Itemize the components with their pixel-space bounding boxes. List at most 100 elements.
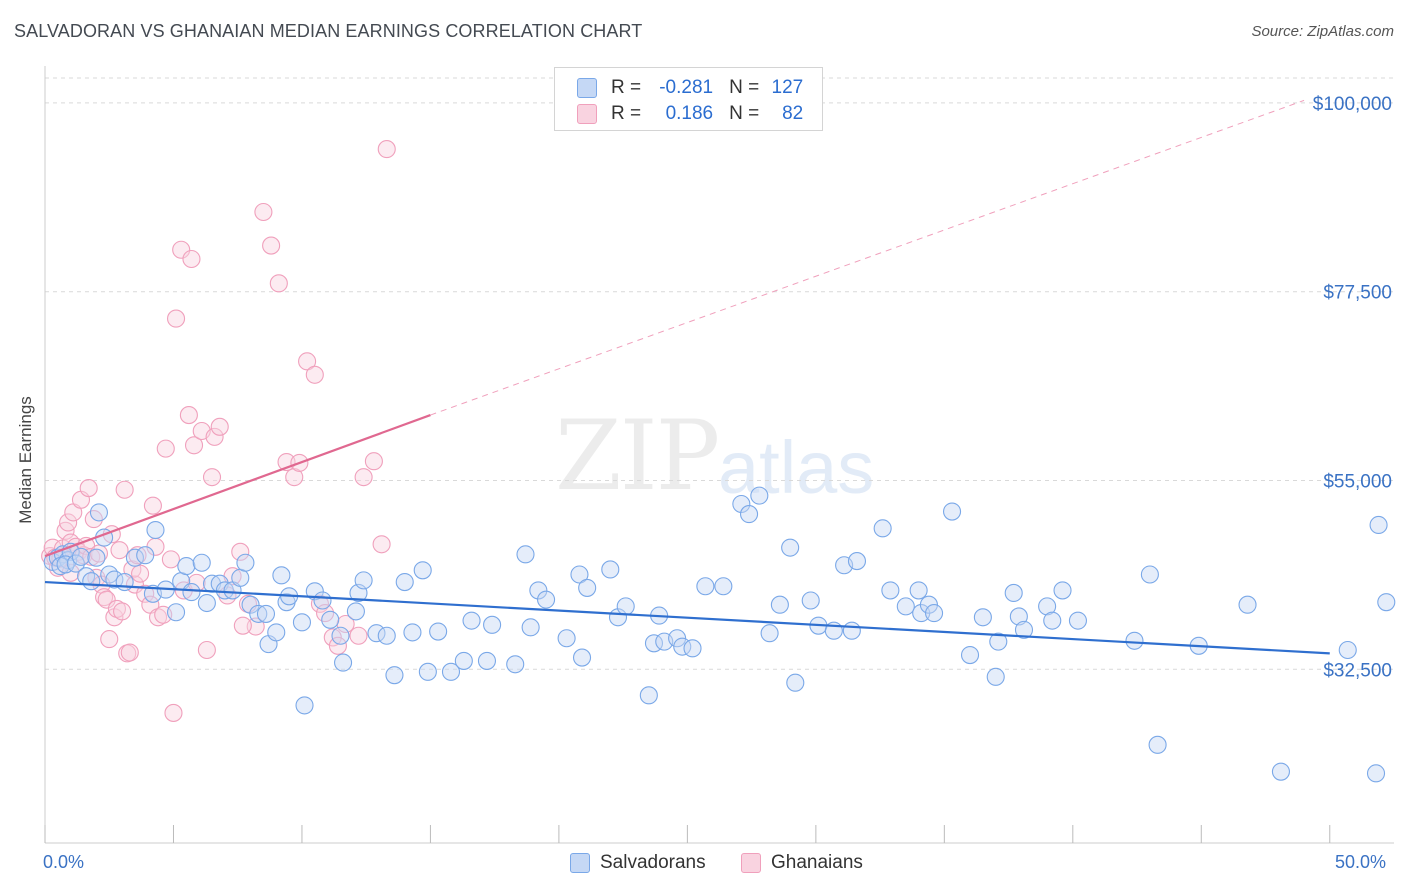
data-point [197, 593, 216, 613]
data-point [205, 427, 224, 446]
data-point [305, 365, 324, 384]
data-point [161, 550, 180, 569]
data-point [403, 623, 422, 642]
data-point [298, 352, 317, 371]
data-point [1271, 762, 1290, 781]
data-point [483, 615, 502, 634]
data-point [107, 599, 126, 618]
data-point [896, 597, 915, 616]
data-point [537, 590, 556, 609]
data-point [601, 560, 620, 579]
data-point [395, 572, 414, 592]
data-point [441, 662, 461, 681]
data-point [269, 274, 288, 293]
data-point [110, 541, 129, 560]
data-point [236, 553, 255, 572]
data-point [184, 436, 204, 455]
data-point [249, 604, 268, 623]
data-point [71, 547, 91, 566]
data-point [115, 572, 134, 592]
data-point [197, 640, 216, 660]
x-tick-min: 0.0% [43, 852, 85, 872]
data-point [156, 439, 175, 458]
legend-n-label: N = [729, 103, 760, 124]
data-point [346, 602, 365, 621]
data-point [334, 653, 353, 672]
data-point [1053, 581, 1072, 600]
data-point [364, 452, 383, 471]
source-note: Source: ZipAtlas.com [1251, 23, 1394, 40]
y-tick-label: $32,500 [1323, 660, 1392, 681]
legend-r-value: 0.186 [665, 103, 714, 124]
data-point [231, 568, 250, 587]
data-point [313, 591, 332, 610]
data-point [241, 595, 260, 614]
data-point [164, 703, 183, 722]
data-point [989, 632, 1008, 651]
y-tick-label: $100,000 [1313, 94, 1392, 115]
data-point [166, 309, 186, 328]
data-point [354, 571, 373, 590]
data-point [960, 645, 980, 665]
data-point [1068, 611, 1087, 630]
data-point [192, 553, 211, 572]
data-point [942, 502, 962, 521]
legend-row-ghanaians: R = 0.186 N = 82 [577, 102, 803, 126]
y-tick-labels: $32,500 $55,000 $77,500 $100,000 [1313, 94, 1392, 681]
data-point [909, 581, 928, 600]
watermark-zip: ZIP [555, 400, 720, 512]
data-point [254, 202, 273, 222]
data-point [570, 565, 589, 584]
x-tick-max: 50.0% [1335, 852, 1387, 872]
data-point [166, 603, 186, 622]
watermark-atlas: atlas [718, 426, 875, 509]
data-point [1014, 620, 1034, 639]
salvadorans-trend-line [44, 580, 1330, 655]
data-point [97, 590, 116, 609]
data-point [750, 486, 769, 505]
salvadorans-legend-swatch [570, 853, 590, 873]
data-point [639, 686, 658, 705]
data-point [202, 468, 222, 487]
legend-r-label: R = [611, 77, 642, 98]
y-tick-label: $55,000 [1323, 472, 1392, 493]
data-point [770, 595, 789, 614]
data-point [210, 417, 229, 436]
data-point [149, 608, 168, 627]
data-point [801, 591, 820, 610]
data-point [89, 503, 109, 522]
data-point [367, 624, 386, 643]
data-point [295, 696, 314, 715]
data-point [1004, 583, 1023, 603]
data-point [1043, 611, 1062, 630]
data-point [578, 578, 597, 597]
data-point [781, 538, 800, 557]
data-point [100, 630, 119, 649]
data-point [115, 480, 134, 499]
data-point [331, 626, 350, 645]
salvadorans-points [43, 486, 1396, 783]
data-point [1140, 565, 1159, 584]
legend-row-salvadorans: R = -0.281 N = 127 [577, 76, 803, 100]
axes [44, 66, 1394, 844]
data-point [125, 548, 144, 567]
data-point [1369, 515, 1388, 535]
data-point [105, 570, 124, 589]
data-point [413, 561, 432, 580]
data-point [182, 249, 201, 269]
data-point [177, 557, 196, 576]
data-point [128, 546, 147, 565]
data-point [1377, 593, 1396, 612]
data-point [986, 667, 1005, 686]
data-point [179, 406, 198, 425]
data-point [1338, 640, 1357, 660]
data-point [100, 565, 119, 584]
data-point [516, 545, 535, 564]
ghanaians-legend-swatch [741, 853, 761, 873]
data-point [56, 555, 75, 574]
data-point [233, 616, 252, 635]
data-point [321, 610, 340, 629]
data-point [143, 496, 162, 515]
chart-title: SALVADORAN VS GHANAIAN MEDIAN EARNINGS C… [14, 21, 643, 41]
data-point [87, 548, 106, 567]
